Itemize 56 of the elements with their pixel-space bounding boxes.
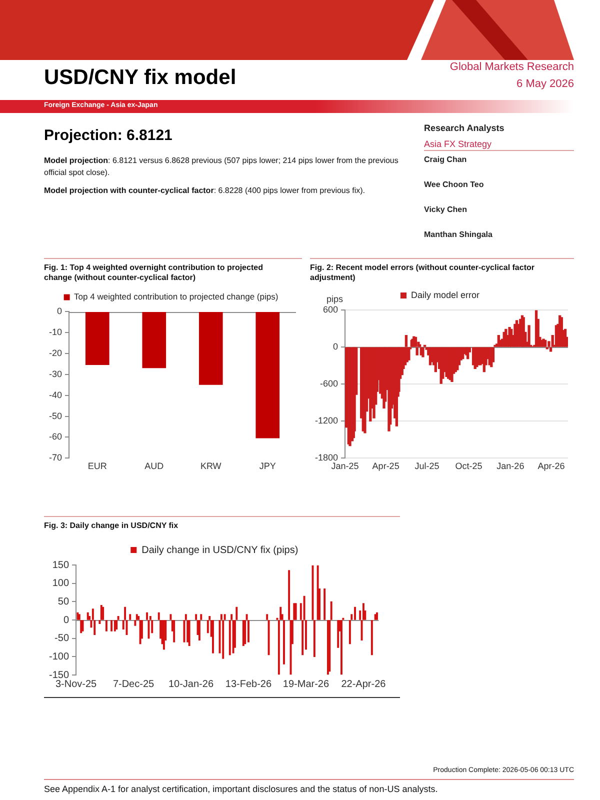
y-tick-label: -50 [48,410,62,421]
x-tick-label: Apr-25 [372,461,400,472]
y-tick-label: 0 [63,614,70,626]
text: Global Markets Research [450,61,574,73]
text: Projection: 6.8121 [44,127,172,144]
y-axis-title: pips [326,294,344,304]
y-tick-label: -40 [48,390,62,400]
text: Craig Chan [424,155,467,164]
y-tick-label: -20 [48,348,62,358]
text: USD/CNY fix model [44,66,236,90]
text: Wee Choon Teo [424,180,484,189]
text: Vicky Chen [424,205,467,214]
y-tick-label: 0 [56,306,62,316]
x-tick-label: Jan-26 [496,461,524,472]
x-tick-label: Apr-26 [538,461,565,472]
y-tick-label: -1800 [314,452,338,463]
x-tick-label: JPY [259,461,276,472]
text: Asia FX Strategy [424,139,574,151]
x-tick-label: KRW [200,461,222,472]
legend-label: Top 4 weighted contribution to projected change (pips) [74,292,278,302]
text: Model projection with counter-cyclical factor: 6.8228 (400 pips lower from previous fix). [44,185,366,197]
x-tick-label: Jan-25 [331,461,359,472]
x-tick-label: EUR [88,461,108,472]
y-tick-label: -600 [320,378,338,389]
chart-title: Fig. 2: Recent model errors (without counter-cyclical factor adjustment) [310,263,536,283]
text: See Appendix A-1 for analyst certification, important disclosures and the status of non-US analysts. [44,779,574,794]
chart-title: Fig. 3: Daily change in USD/CNY fix [44,521,180,531]
chart-title: Fig. 1: Top 4 weighted overnight contribution to projected change (without counter-cyclical factor) [44,263,264,283]
x-tick-label: 19-Mar-26 [282,678,330,690]
x-tick-label: AUD [144,461,164,472]
x-tick-label: 13-Feb-26 [225,678,272,690]
y-tick-label: -150 [49,670,70,681]
text: Research Analysts [424,123,504,133]
y-tick-label: -100 [49,651,70,662]
y-tick-label: -30 [48,368,62,379]
y-tick-label: -1200 [314,416,338,426]
y-tick-label: -70 [48,452,62,463]
y-tick-label: 600 [322,304,338,314]
x-tick-label: Oct-25 [455,461,482,472]
text: Manthan Shingala [424,230,492,239]
y-tick-label: 150 [52,560,70,571]
text: Model projection: 6.8121 versus 6.8628 previous (507 pips lower; 214 pips lower from the previous official spot close). [44,155,400,179]
x-tick-label: 22-Apr-26 [341,678,386,690]
y-tick-label: 50 [58,596,70,608]
y-tick-label: 0 [333,342,338,352]
x-tick-label: Jul-25 [414,461,440,472]
y-tick-label: -60 [48,432,62,442]
x-tick-label: 7-Dec-25 [112,678,154,690]
legend-label: Daily change in USD/CNY fix (pips) [142,544,298,556]
x-tick-label: 3-Nov-25 [55,678,98,690]
y-tick-label: 100 [52,578,70,590]
x-tick-label: 10-Jan-26 [168,678,214,690]
y-tick-label: -50 [54,633,70,644]
legend-label: Daily model error [410,290,480,300]
text: 6 May 2026 [516,78,574,90]
y-tick-label: -10 [48,326,62,337]
